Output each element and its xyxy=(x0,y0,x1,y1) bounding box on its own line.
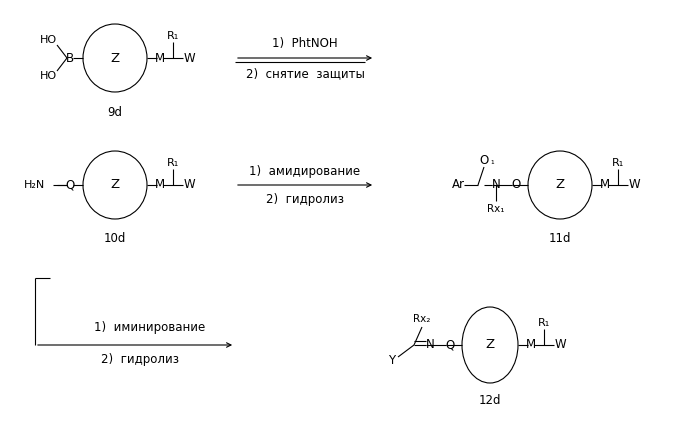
Text: W: W xyxy=(628,179,640,192)
Text: HO: HO xyxy=(39,35,57,45)
Text: 12d: 12d xyxy=(479,395,501,408)
Text: 9d: 9d xyxy=(108,106,122,119)
Text: M: M xyxy=(155,179,165,192)
Text: HO: HO xyxy=(39,71,57,81)
Text: Q: Q xyxy=(66,179,75,192)
Text: 2)  гидролиз: 2) гидролиз xyxy=(266,192,344,206)
Text: R₁: R₁ xyxy=(167,158,179,168)
Text: Q: Q xyxy=(445,338,454,352)
Text: M: M xyxy=(600,179,610,192)
Text: Z: Z xyxy=(485,338,495,352)
Text: R₁: R₁ xyxy=(538,318,550,328)
Text: W: W xyxy=(554,338,565,352)
Text: W: W xyxy=(183,51,195,65)
Text: 2)  снятие  защиты: 2) снятие защиты xyxy=(245,68,364,81)
Text: ₁: ₁ xyxy=(490,157,493,165)
Text: Rx₁: Rx₁ xyxy=(487,204,505,214)
Text: 2)  гидролиз: 2) гидролиз xyxy=(101,352,179,365)
Text: M: M xyxy=(155,51,165,65)
Text: Z: Z xyxy=(556,179,565,192)
Text: N: N xyxy=(491,179,500,192)
Text: 1)  амидирование: 1) амидирование xyxy=(250,165,361,178)
Text: N: N xyxy=(426,338,434,352)
Text: M: M xyxy=(526,338,536,352)
Text: 1)  PhtNOH: 1) PhtNOH xyxy=(272,38,338,51)
Text: O: O xyxy=(480,154,489,168)
Text: R₁: R₁ xyxy=(612,158,624,168)
Text: O: O xyxy=(512,179,521,192)
Text: 10d: 10d xyxy=(104,233,127,246)
Text: Z: Z xyxy=(110,179,120,192)
Text: 11d: 11d xyxy=(549,233,571,246)
Text: W: W xyxy=(183,179,195,192)
Text: Rx₂: Rx₂ xyxy=(413,314,431,324)
Text: B: B xyxy=(66,51,74,65)
Text: Z: Z xyxy=(110,51,120,65)
Text: H₂N: H₂N xyxy=(24,180,45,190)
Text: 1)  иминирование: 1) иминирование xyxy=(94,320,206,333)
Text: Ar: Ar xyxy=(452,179,465,192)
Text: R₁: R₁ xyxy=(167,31,179,41)
Text: Y: Y xyxy=(389,354,396,368)
